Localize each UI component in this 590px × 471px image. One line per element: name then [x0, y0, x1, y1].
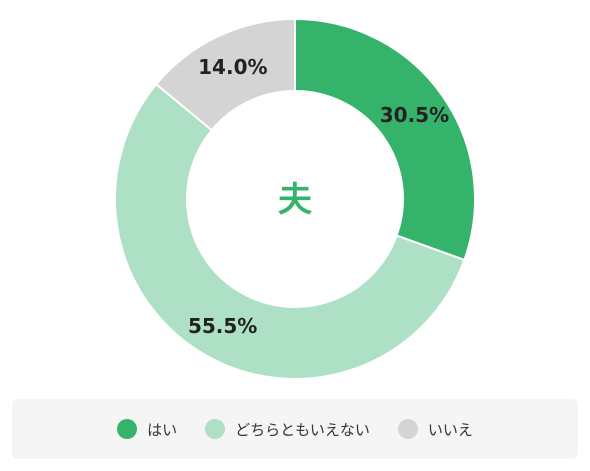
slice-neutral: [114, 82, 466, 380]
legend-label-yes: はい: [147, 420, 178, 439]
legend-item-yes: はい: [117, 419, 177, 440]
legend-label-no: いいえ: [427, 420, 473, 439]
legend-label-neutral: どちらともいえない: [235, 420, 370, 439]
donut-slices: [114, 17, 476, 380]
slice-label-neutral: 55.5%: [188, 314, 257, 338]
legend-item-no: いいえ: [397, 419, 473, 440]
slice-label-yes: 30.5%: [380, 103, 449, 127]
legend-item-neutral: どちらともいえない: [205, 419, 370, 440]
legend-swatch-no: [397, 419, 418, 439]
donut-chart: 30.5% 55.5% 14.0% 夫: [114, 17, 476, 380]
slice-labels: 30.5% 55.5% 14.0%: [188, 55, 449, 338]
center-label: 夫: [278, 180, 313, 220]
legend-swatch-yes: [117, 419, 138, 439]
slice-label-no: 14.0%: [198, 55, 267, 79]
legend: はい どちらともいえない いいえ: [12, 399, 578, 459]
slice-yes: [294, 17, 476, 262]
slice-no: [154, 17, 296, 132]
legend-swatch-neutral: [205, 419, 226, 439]
